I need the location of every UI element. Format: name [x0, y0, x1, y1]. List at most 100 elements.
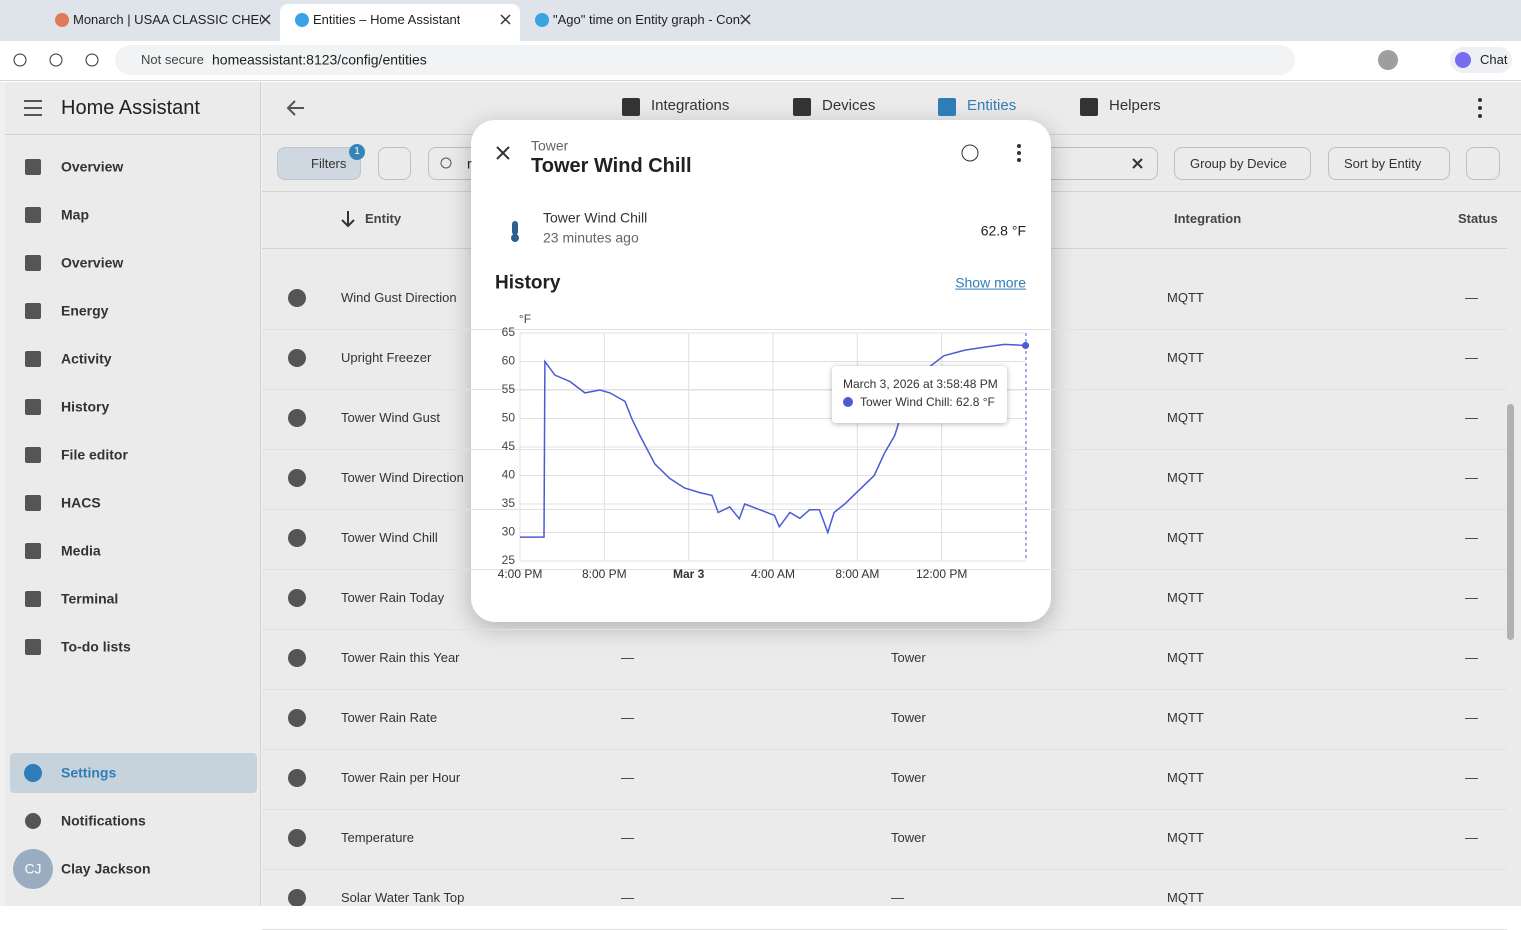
status-cell: — [1465, 470, 1478, 486]
sort-by-button[interactable] [1328, 147, 1450, 180]
chart-tooltip [832, 366, 1007, 423]
sidebar-selected[interactable] [10, 753, 257, 793]
dialog-title: Tower Wind Chill [531, 155, 692, 177]
y-tick-label: 35 [502, 496, 516, 510]
filters-badge-count: 1 [354, 146, 360, 157]
integration-cell: MQTT [1167, 890, 1204, 906]
status-cell: — [1465, 290, 1478, 306]
entity-name[interactable]: Temperature [341, 830, 414, 846]
entity-name[interactable]: Tower Wind Direction [341, 470, 464, 486]
entity-name[interactable]: Wind Gust Direction [341, 290, 457, 306]
integration-cell: MQTT [1167, 830, 1204, 846]
integration-cell: MQTT [1167, 590, 1204, 606]
security-indicator[interactable]: Not secure [141, 52, 204, 68]
area-cell: — [891, 890, 904, 906]
sidebar-item[interactable]: Overview [61, 254, 124, 271]
sort-by-label[interactable]: Sort by Entity [1344, 156, 1422, 172]
entity-name[interactable]: Upright Freezer [341, 350, 432, 366]
x-tick-label: 8:00 AM [835, 567, 879, 581]
row-divider [262, 569, 1507, 570]
x-tick-label: 12:00 PM [916, 567, 967, 581]
entity-name[interactable]: Tower Wind Chill [341, 530, 438, 546]
user-initials: CJ [24, 860, 42, 877]
config-tab[interactable]: Devices [822, 97, 876, 114]
x-tick-label: 4:00 AM [751, 567, 795, 581]
columns-button[interactable] [1466, 147, 1500, 180]
device-cell: — [621, 770, 634, 786]
browser-tab-title[interactable]: Monarch | USAA CLASSIC CHECKIN [73, 12, 261, 28]
sidebar-item[interactable]: Settings [61, 764, 117, 781]
scrollbar[interactable] [1507, 404, 1514, 640]
row-divider [262, 449, 1507, 450]
device-cell: — [621, 830, 634, 846]
user-name[interactable]: Clay Jackson [61, 860, 151, 877]
entity-last-changed: 23 minutes ago [543, 229, 639, 246]
integration-cell: MQTT [1167, 770, 1204, 786]
y-tick-label: 50 [502, 411, 516, 425]
x-tick-label: Mar 3 [673, 567, 705, 581]
sidebar-title: Home Assistant [61, 97, 200, 119]
sidebar-item[interactable]: History [61, 398, 110, 415]
entity-name[interactable]: Tower Rain this Year [341, 650, 460, 666]
sidebar-item[interactable]: Overview [61, 158, 124, 175]
entity-name[interactable]: Tower Wind Gust [341, 410, 440, 426]
sidebar-item[interactable]: Notifications [61, 812, 146, 829]
tooltip-text: Tower Wind Chill: 62.8 °F [860, 394, 995, 409]
sidebar-item[interactable]: Media [61, 542, 101, 559]
y-tick-label: 65 [502, 325, 516, 339]
area-cell: Tower [891, 770, 926, 786]
entity-name[interactable]: Tower Rain Today [341, 590, 445, 606]
column-header[interactable]: Status [1458, 211, 1498, 227]
status-cell: — [1465, 590, 1478, 606]
dialog-breadcrumb: Tower [531, 137, 569, 154]
entity-state: 62.8 °F [980, 222, 1026, 239]
sidebar-item[interactable]: Activity [61, 350, 112, 367]
url: homeassistant:8123/config/entities [212, 51, 427, 68]
entity-name[interactable]: Solar Water Tank Top [341, 890, 465, 906]
status-cell: — [1465, 410, 1478, 426]
column-header[interactable]: Integration [1174, 211, 1242, 227]
status-cell: — [1465, 650, 1478, 666]
active-tab[interactable] [280, 4, 520, 41]
y-tick-label: 30 [502, 525, 516, 539]
entity-name[interactable]: Tower Rain Rate [341, 710, 438, 726]
row-divider [262, 809, 1507, 810]
config-tab[interactable]: Entities [967, 97, 1017, 114]
address-bar[interactable] [115, 45, 1295, 75]
group-by-label[interactable]: Group by Device [1190, 156, 1287, 172]
search-text: r [467, 155, 472, 172]
y-tick-label: 25 [502, 553, 516, 567]
sidebar-item[interactable]: File editor [61, 446, 128, 463]
y-tick-label: 55 [502, 382, 516, 396]
browser-tab-title[interactable]: "Ago" time on Entity graph - Confi [553, 12, 741, 28]
row-divider [262, 509, 1507, 510]
sidebar-item[interactable]: HACS [61, 494, 101, 511]
hover-point [1022, 342, 1030, 350]
device-cell: — [621, 890, 634, 906]
status-cell: — [1465, 830, 1478, 846]
sidebar-item[interactable]: Map [61, 206, 89, 223]
filters-label[interactable]: Filters [311, 156, 347, 172]
row-divider [262, 749, 1507, 750]
config-tab[interactable]: Helpers [1109, 97, 1161, 114]
select-mode-button[interactable] [378, 147, 411, 180]
integration-cell: MQTT [1167, 650, 1204, 666]
column-header[interactable]: Entity [365, 211, 402, 227]
group-by-button[interactable] [1174, 147, 1311, 180]
sidebar-item[interactable]: Energy [61, 302, 109, 319]
y-tick-label: 45 [502, 439, 516, 453]
chat-label[interactable]: Chat [1480, 52, 1508, 68]
sidebar-item[interactable]: To-do lists [61, 638, 131, 655]
config-tab[interactable]: Integrations [651, 97, 730, 114]
filters-button[interactable] [277, 147, 361, 180]
area-cell: Tower [891, 830, 926, 846]
browser-tab-title[interactable]: Entities – Home Assistant [313, 12, 461, 28]
sidebar-item[interactable]: Terminal [61, 590, 119, 607]
y-tick-label: 60 [502, 354, 516, 368]
status-cell: — [1465, 770, 1478, 786]
show-more-link[interactable]: Show more [955, 274, 1026, 291]
entity-name[interactable]: Tower Rain per Hour [341, 770, 461, 786]
tab-strip [0, 0, 1521, 41]
